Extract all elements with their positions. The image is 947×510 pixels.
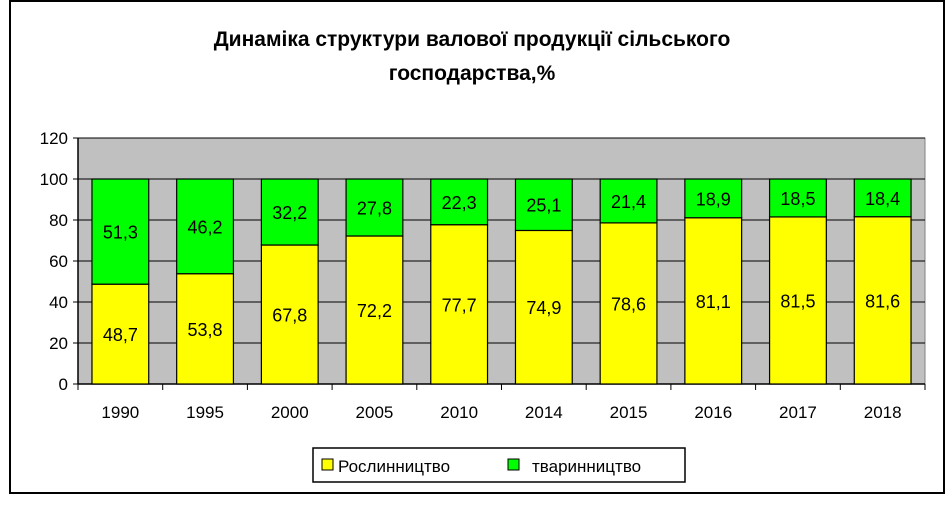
data-label: 22,3 <box>442 193 477 213</box>
bar-segment <box>599 222 658 385</box>
legend-box <box>312 447 686 483</box>
bar-segment <box>260 244 319 385</box>
y-tick-label: 120 <box>40 129 68 148</box>
bar-segment <box>91 283 150 385</box>
bar-segment <box>853 178 912 218</box>
x-tick-label: 2016 <box>694 403 732 422</box>
x-tick-label: 2018 <box>864 403 902 422</box>
data-label: 51,3 <box>103 223 138 243</box>
data-label: 46,2 <box>188 217 223 237</box>
x-tick-label: 1995 <box>186 403 224 422</box>
legend-swatch-roslynnytstvo <box>321 458 334 471</box>
bar-segment <box>853 216 912 385</box>
bar-segment <box>176 178 235 275</box>
y-tick-label: 20 <box>49 334 68 353</box>
legend-swatch-tvarynnytstvo <box>507 458 520 471</box>
data-label: 72,2 <box>357 301 392 321</box>
data-label: 18,5 <box>780 189 815 209</box>
y-tick-label: 40 <box>49 293 68 312</box>
data-label: 67,8 <box>272 306 307 326</box>
bar-segment <box>684 217 743 385</box>
y-tick-label: 80 <box>49 211 68 230</box>
bar-segment <box>430 224 489 385</box>
data-label: 21,4 <box>611 192 646 212</box>
bar-segment <box>768 216 827 385</box>
bar-segment <box>260 178 319 246</box>
data-label: 25,1 <box>526 196 561 216</box>
bar-segment <box>684 178 743 219</box>
x-tick-label: 2017 <box>779 403 817 422</box>
data-label: 48,7 <box>103 325 138 345</box>
y-tick-label: 60 <box>49 252 68 271</box>
data-label: 27,8 <box>357 198 392 218</box>
x-tick-label: 1990 <box>101 403 139 422</box>
data-label: 18,9 <box>696 189 731 209</box>
bar-segment <box>768 178 827 218</box>
bar-segment <box>91 178 150 285</box>
bar-segment <box>430 178 489 226</box>
bar-segment <box>599 178 658 224</box>
x-tick-label: 2015 <box>610 403 648 422</box>
data-label: 53,8 <box>188 320 223 340</box>
y-tick-label: 0 <box>59 375 68 394</box>
data-label: 78,6 <box>611 294 646 314</box>
legend: Рослинництво тваринництво <box>312 447 686 483</box>
bar-segment <box>514 178 573 232</box>
bar-segment <box>345 235 404 385</box>
data-label: 18,4 <box>865 189 900 209</box>
data-label: 81,1 <box>696 292 731 312</box>
data-label: 74,9 <box>526 298 561 318</box>
x-tick-label: 2005 <box>356 403 394 422</box>
chart-title-line-1: Динаміка структури валової продукції сіл… <box>214 28 731 51</box>
data-label: 77,7 <box>442 295 477 315</box>
y-tick-label: 100 <box>40 170 68 189</box>
x-tick-label: 2014 <box>525 403 563 422</box>
data-label: 81,6 <box>865 291 900 311</box>
x-tick-label: 2010 <box>440 403 478 422</box>
bar-segment <box>345 178 404 237</box>
legend-label-roslynnytstvo: Рослинництво <box>338 457 450 476</box>
data-label: 32,2 <box>272 203 307 223</box>
x-tick-label: 2000 <box>271 403 309 422</box>
data-label: 81,5 <box>780 291 815 311</box>
chart-title-line-2: господарства,% <box>389 62 556 85</box>
bar-segment <box>176 273 235 385</box>
legend-label-tvarynnytstvo: тваринництво <box>532 457 641 476</box>
